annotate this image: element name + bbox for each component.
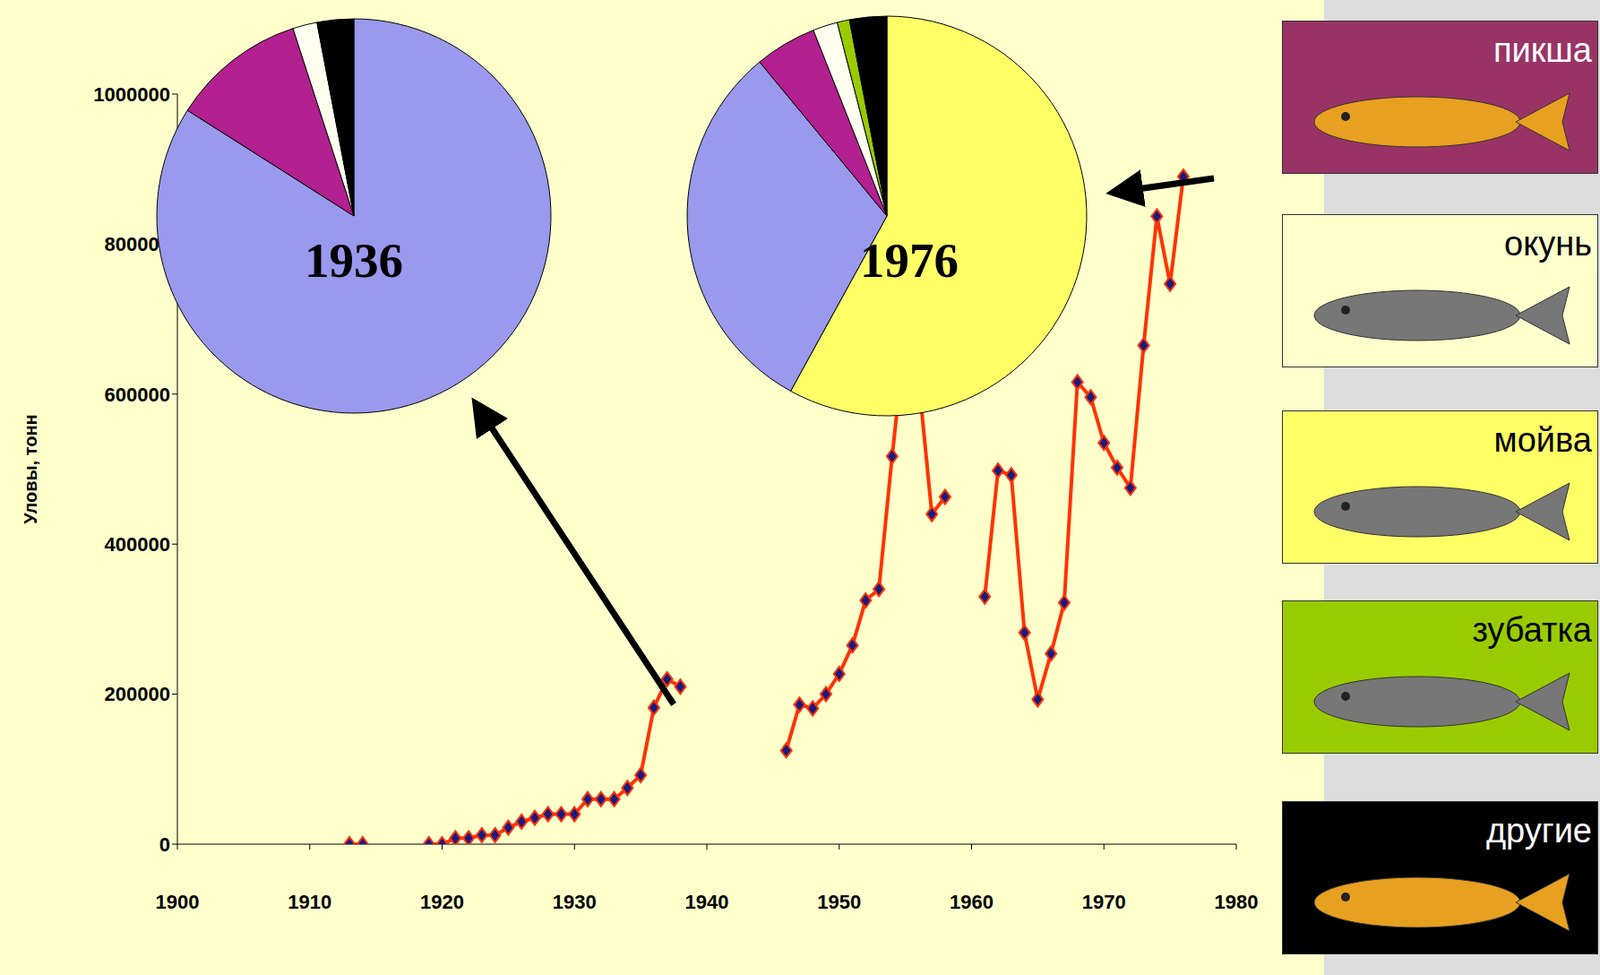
html-text:окунь: окунь xyxy=(1504,224,1592,263)
html-text:другие: другие xyxy=(1486,811,1592,850)
svg-text:1950: 1950 xyxy=(817,890,861,913)
html-text:пикша: пикша xyxy=(1493,31,1592,69)
svg-text:1900: 1900 xyxy=(155,890,200,913)
svg-text:400000: 400000 xyxy=(104,533,171,556)
svg-text:1960: 1960 xyxy=(949,890,994,913)
svg-text:1980: 1980 xyxy=(1214,890,1259,913)
svg-text:200000: 200000 xyxy=(104,682,171,706)
svg-text:800000: 800000 xyxy=(104,233,171,256)
svg-text:1910: 1910 xyxy=(287,890,332,913)
svg-text:1920: 1920 xyxy=(420,890,465,913)
html-text:1976: 1976 xyxy=(860,232,959,288)
html-text:мойва: мойва xyxy=(1493,421,1592,459)
svg-text:Уловы, тонн: Уловы, тонн xyxy=(20,413,41,524)
svg-text:600000: 600000 xyxy=(104,383,171,406)
svg-text:1000000: 1000000 xyxy=(93,83,171,106)
html-text:1936: 1936 xyxy=(304,232,404,288)
svg-text:1930: 1930 xyxy=(552,890,597,913)
svg-text:1970: 1970 xyxy=(1082,890,1127,913)
svg-text:1940: 1940 xyxy=(685,890,730,913)
html-text:зубатка: зубатка xyxy=(1472,610,1592,649)
svg-text:0: 0 xyxy=(159,833,171,856)
